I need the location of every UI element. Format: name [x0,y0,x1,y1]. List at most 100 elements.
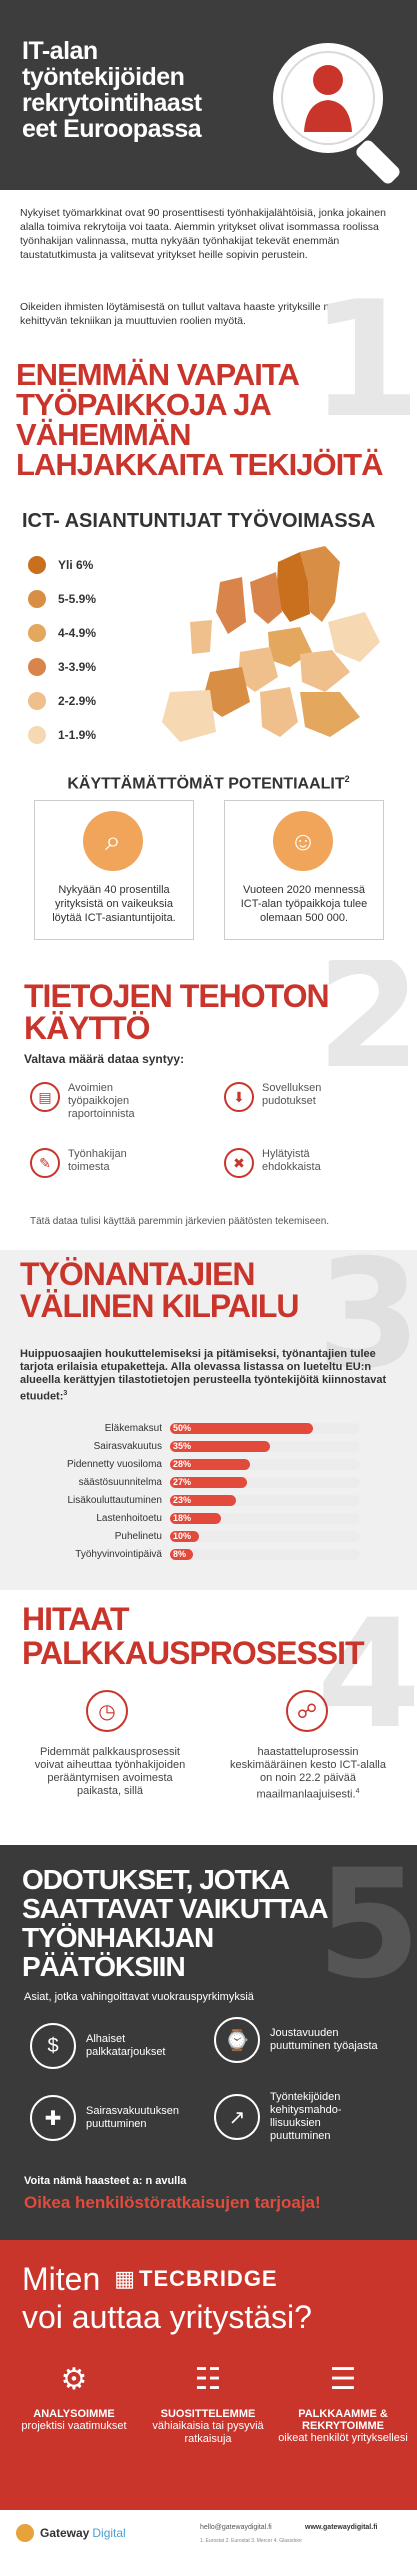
stat-card-text: Nykyään 40 prosentilla yrityksistä on va… [52,884,176,924]
section-footer-big: Oikea henkilöstöratkaisujen tarjoaja! [24,2193,321,2212]
applicant-icon: ✎ [30,1148,60,1178]
health-insurance-icon: ✚ [30,2095,76,2141]
section-footer-small: Voita nämä haasteet a: n avulla [24,2175,187,2187]
tecbridge-brand: TECBRIDGE [139,2266,278,2291]
section-number: 5 [316,1845,417,2012]
cta-title: Miten ▦ TECBRIDGE voi auttaa yritystäsi? [22,2261,312,2335]
bar: 27% [170,1476,247,1488]
intro-paragraph-1: Nykyiset työmarkkinat ovat 90 prosenttis… [20,207,386,261]
analysis-icon: ⚙ [60,2363,88,2396]
legend-item: Yli 6% [28,548,96,582]
section-3: 3 TYÖNANTAJIEN VÄLINEN KILPAILU Huippuos… [0,1250,417,1590]
cta-item: ☰ PALKKAAMME & REKRYTOIMME oikeat henkil… [278,2363,408,2444]
stat-card-text: Vuoteen 2020 mennessä ICT-alan työpaikko… [240,884,368,924]
legend-swatch [28,658,46,676]
bar-row: Sairasvakuutus 35% [50,1438,360,1454]
footer-sources: 1. Eurostat 2. Eurostat 3. Mercer 4. Gla… [200,2538,302,2544]
europe-map [162,546,380,742]
download-icon: ⬇ [224,1082,254,1112]
bar-track: 28% [170,1458,360,1470]
bar-row: säästösuunnitelma 27% [50,1474,360,1490]
bar-track: 8% [170,1548,360,1560]
section-title: ENEMMÄN VAPAITA TYÖPAIKKOJA JA VÄHEMMÄN … [16,357,383,482]
bar-label: säästösuunnitelma [78,1476,162,1488]
header-banner: IT-alan työntekijöiden rekrytointihaast … [0,0,417,190]
section-title: ODOTUKSET, JOTKA SAATTAVAT VAIKUTTAA TYÖ… [22,1864,329,1982]
clock-icon: ⌚ [214,2017,260,2063]
rejected-icon: ✖ [224,1148,254,1178]
section-subtitle: ICT- ASIANTUNTIJAT TYÖVOIMASSA [22,510,376,532]
expectation-item: $ Alhaiset palkkatarjoukset [30,2023,186,2069]
legend-item: 1-1.9% [28,718,96,752]
bar-row: Eläkemaksut 50% [50,1420,360,1436]
expectation-item: ↗ Työntekijöiden kehitysmahdo­llisuuksie… [214,2091,380,2143]
intro: Nykyiset työmarkkinat ovat 90 prosenttis… [0,200,417,350]
gateway-logo-icon [16,2524,34,2542]
section-title: TYÖNANTAJIEN VÄLINEN KILPAILU [20,1256,300,1324]
bar: 28% [170,1458,250,1470]
legend-item: 2-2.9% [28,684,96,718]
benefits-bar-chart: Eläkemaksut 50% Sairasvakuutus 35% Pidennett… [50,1420,360,1564]
section-text: Huippuosaajien houkuttelemiseksi ja pitä… [20,1348,387,1403]
bar-row: Puhelinetu 10% [50,1528,360,1544]
bar: 50% [170,1422,313,1434]
legend: Yli 6% 5-5.9% 4-4.9% 3-3.9% 2-2.9% 1-1.9… [28,548,96,752]
section-title: HITAAT PALKKAUSPROSESSIT [22,1601,365,1671]
stat-card: ⌕ Nykyään 40 prosentilla yrityksistä on … [34,800,194,940]
data-source-item: ✎ Työnhakijan toimesta [30,1148,168,1178]
section-5: 5 ODOTUKSET, JOTKA SAATTAVAT VAIKUTTAA T… [0,1845,417,2240]
bar: 23% [170,1494,236,1506]
tecbridge-logo-icon: ▦ [114,2266,136,2291]
bar-track: 23% [170,1494,360,1506]
network-icon: ☍ [286,1690,328,1732]
cta-item: ☷ SUOSITTELEMME vähiaikaisia tai pysyviä… [144,2362,272,2446]
unused-potentials-title: KÄYTTÄMÄTTÖMÄT POTENTIAALIT2 [67,774,350,793]
expectation-item: ✚ Sairasvakuutuksen puuttuminen [30,2095,196,2141]
bar-row: Työhyvinvointipäivä 8% [50,1546,360,1562]
cta-section: Miten ▦ TECBRIDGE voi auttaa yritystäsi?… [0,2240,417,2510]
section-note: Tätä dataa tulisi käyttää paremmin järke… [30,1216,330,1227]
dollar-icon: $ [30,2023,76,2069]
footer-email[interactable]: hello@gatewaydigital.fi [200,2524,272,2531]
data-source-item: ⬇ Sovelluksen pudotukset [224,1082,362,1112]
expectation-item: ⌚ Joustavuuden puuttuminen työajasta [214,2017,380,2063]
cta-item: ⚙ ANALYSOIMME projektisi vaatimukset [10,2362,138,2433]
legend-item: 4-4.9% [28,616,96,650]
clock-icon: ◷ [86,1690,128,1732]
section-1: 1 ENEMMÄN VAPAITA TYÖPAIKKOJA JA VÄHEMMÄ… [0,280,417,970]
bar-row: Lastenhoitoetu 18% [50,1510,360,1526]
bar: 18% [170,1512,222,1524]
data-source-item: ✖ Hylätyistä ehdokkaista [224,1148,362,1178]
data-source-item: ▤ Avoimien työpaikkojen raportoinnista [30,1082,168,1121]
bar-label: Lisäkouluttautuminen [67,1494,162,1506]
recommend-icon: ☷ [194,2363,222,2396]
legend-swatch [28,590,46,608]
bar-row: Pidennetty vuosiloma 28% [50,1456,360,1472]
bar-track: 18% [170,1512,360,1524]
intro-paragraph-2: Oikeiden ihmisten löytämisestä on tullut… [20,301,364,327]
slow-hiring-text: Pidemmät palkkausprosessit voivat aiheut… [34,1746,186,1797]
development-icon: ↗ [214,2094,260,2140]
legend-item: 5-5.9% [28,582,96,616]
section-title: TIETOJEN TEHOTON KÄYTTÖ [24,978,330,1046]
bar-label: Sairasvakuutus [93,1440,162,1452]
section-number: 3 [316,1250,417,1402]
gateway-logo[interactable]: Gateway Digital [16,2524,126,2542]
page-title: IT-alan työntekijöiden rekrytointihaast … [22,37,202,143]
magnifier-person-icon [273,43,400,184]
footer-website[interactable]: www.gatewaydigital.fi [305,2524,378,2531]
people-icon: ☺ [273,811,333,871]
bar-label: Eläkemaksut [104,1422,162,1434]
bar-track: 35% [170,1440,360,1452]
section-number: 1 [309,280,417,453]
legend-swatch [28,726,46,744]
bar: 8% [170,1548,193,1560]
section-subtitle: Valtava määrä dataa syntyy: [24,1052,185,1066]
bar-track: 10% [170,1530,360,1542]
recruit-icon: ☰ [329,2363,357,2396]
legend-item: 3-3.9% [28,650,96,684]
bar-label: Työhyvinvointipäivä [75,1548,162,1560]
bar-label: Lastenhoitoetu [96,1512,162,1524]
section-number: 2 [316,960,417,1102]
legend-swatch [28,692,46,710]
